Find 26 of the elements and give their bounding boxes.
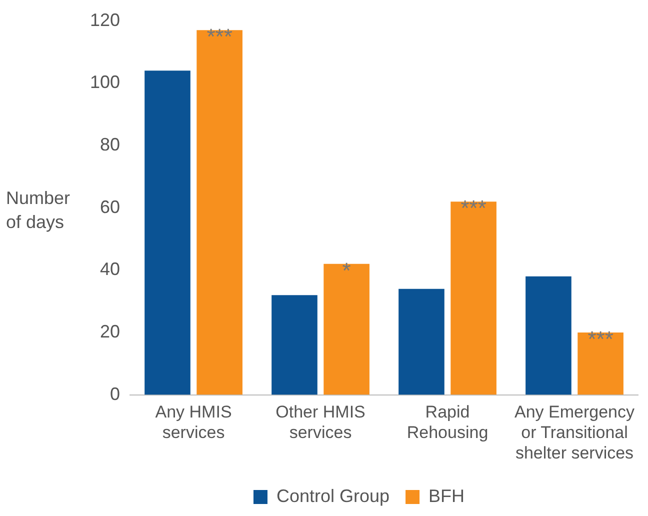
y-tick-label: 120 — [90, 10, 120, 30]
bar — [578, 332, 624, 395]
bar — [272, 295, 318, 395]
y-tick-label: 40 — [100, 259, 120, 280]
y-tick-label: 80 — [100, 134, 120, 154]
legend-label: BFH — [428, 486, 465, 506]
annotation: *** — [460, 196, 487, 221]
x-tick-label: Any HMIS services — [155, 402, 232, 442]
bar — [144, 70, 190, 395]
bar — [196, 30, 242, 395]
x-tick-label: Rapid Rehousing — [406, 402, 488, 442]
y-tick-label: 20 — [100, 321, 120, 342]
bar — [398, 288, 444, 395]
x-tick-label: Other HMIS services — [276, 402, 366, 442]
y-tick-label: 0 — [110, 384, 120, 404]
y-axis-title: Number of days — [6, 187, 72, 234]
annotation: *** — [206, 24, 233, 50]
legend-label: Control Group — [276, 486, 390, 506]
y-tick-label: 60 — [100, 196, 120, 217]
bar — [450, 202, 496, 395]
y-tick-label: 100 — [90, 72, 120, 92]
annotation: *** — [588, 326, 614, 352]
bar — [324, 264, 370, 395]
x-tick-label: Any Emergency or Transitional shelter services — [514, 402, 635, 462]
bar — [526, 276, 572, 395]
annotation: * — [342, 258, 352, 283]
